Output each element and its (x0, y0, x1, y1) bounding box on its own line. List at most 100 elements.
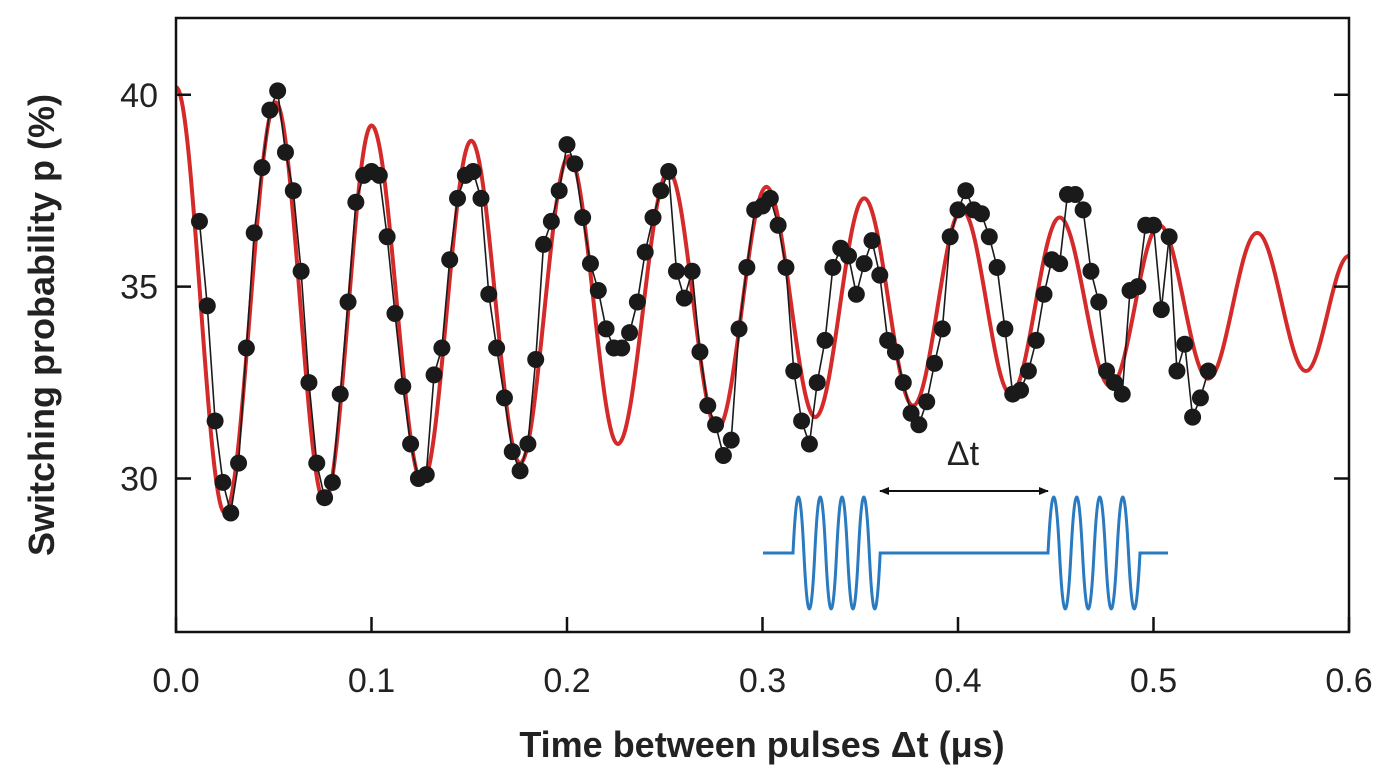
data-point (402, 435, 420, 453)
data-point (449, 189, 467, 207)
data-point (988, 258, 1006, 276)
data-point (926, 354, 944, 372)
data-point (863, 232, 881, 250)
y-tick-label: 30 (120, 461, 158, 499)
data-point (253, 159, 271, 177)
data-point (730, 320, 748, 338)
data-point (652, 182, 670, 200)
data-point (331, 385, 349, 403)
data-point (793, 412, 811, 430)
data-point (714, 446, 732, 464)
data-point (980, 228, 998, 246)
data-point (1082, 262, 1100, 280)
data-point (785, 362, 803, 380)
data-point (190, 212, 208, 230)
data-point (1027, 331, 1045, 349)
data-point (284, 182, 302, 200)
annotation: Δt (947, 435, 980, 473)
data-point (972, 205, 990, 223)
data-point (245, 224, 263, 242)
data-point (722, 431, 740, 449)
data-point (339, 293, 357, 311)
data-point (417, 466, 435, 484)
data-point (589, 281, 607, 299)
data-point (542, 212, 560, 230)
data-point (558, 136, 576, 154)
data-point (394, 377, 412, 395)
data-point (636, 243, 654, 261)
data-point (292, 262, 310, 280)
data-point (535, 235, 553, 253)
data-point (276, 143, 294, 161)
data-point (691, 343, 709, 361)
data-point (1184, 408, 1202, 426)
data-point (581, 255, 599, 273)
x-axis-title: Time between pulses Δt (μs) (519, 724, 1004, 765)
data-point (957, 182, 975, 200)
data-point (316, 489, 334, 507)
data-point (1168, 362, 1186, 380)
data-point (214, 473, 232, 491)
data-point (1012, 381, 1030, 399)
data-point (425, 366, 443, 384)
data-point (198, 297, 216, 315)
data-point (941, 228, 959, 246)
plot-frame (174, 16, 1351, 634)
data-point (1090, 293, 1108, 311)
data-point (808, 374, 826, 392)
data-point (996, 320, 1014, 338)
data-point (574, 209, 592, 227)
data-point (597, 320, 615, 338)
data-point (628, 293, 646, 311)
data-point (386, 304, 404, 322)
data-point (308, 454, 326, 472)
data-point (300, 374, 318, 392)
data-point (488, 339, 506, 357)
data-point (1199, 362, 1217, 380)
data-point (1074, 201, 1092, 219)
data-point (699, 397, 717, 415)
y-tick-label: 40 (120, 77, 158, 115)
data-point (886, 343, 904, 361)
data-point (1176, 335, 1194, 353)
data-point (910, 416, 928, 434)
data-point (707, 416, 725, 434)
data-point (667, 262, 685, 280)
data-point (918, 393, 936, 411)
x-tick-label: 0.3 (739, 662, 786, 700)
data-point (933, 320, 951, 338)
data-point (550, 182, 568, 200)
data-point (1035, 285, 1053, 303)
data-point (347, 193, 365, 211)
data-point (894, 374, 912, 392)
data-point (660, 163, 678, 180)
data-point (824, 258, 842, 276)
data-point (769, 216, 787, 234)
data-point (949, 201, 967, 219)
data-point (777, 258, 795, 276)
data-point (323, 473, 341, 491)
data-point (800, 435, 818, 453)
data-point (613, 339, 631, 357)
data-point (644, 209, 662, 227)
x-tick-label: 0.6 (1325, 662, 1372, 700)
x-tick-label: 0.1 (348, 662, 395, 700)
data-point (1066, 186, 1084, 204)
data-point (230, 454, 248, 472)
x-tick-label: 0.5 (1130, 662, 1177, 700)
data-point (480, 285, 498, 303)
data-point (503, 443, 521, 461)
data-point (511, 462, 529, 480)
data-point (1160, 228, 1178, 246)
data-point (847, 285, 865, 303)
data-point (683, 262, 701, 280)
plot-area (174, 82, 1350, 522)
data-point (464, 163, 482, 180)
data-point (269, 82, 287, 100)
data-point (378, 228, 396, 246)
data-point (840, 247, 858, 265)
data-point (816, 331, 834, 349)
data-point (871, 266, 889, 284)
